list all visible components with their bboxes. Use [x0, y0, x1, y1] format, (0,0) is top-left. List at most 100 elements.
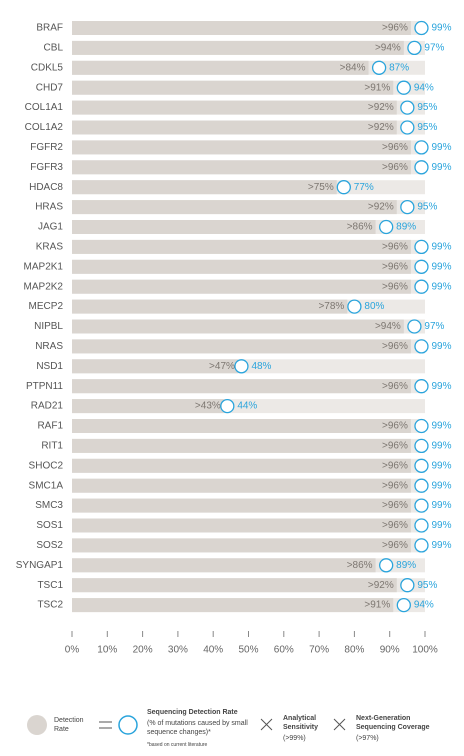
value-label: >96% — [382, 162, 408, 173]
bar — [72, 120, 397, 135]
sequencing-marker — [414, 259, 429, 274]
category-label: NRAS — [35, 341, 63, 352]
value-label: >43% — [195, 401, 221, 412]
category-label: RAF1 — [37, 421, 63, 432]
category-label: SYNGAP1 — [16, 560, 64, 571]
value-label: 97% — [424, 321, 444, 332]
category-label: HRAS — [35, 202, 63, 213]
sequencing-marker — [336, 180, 351, 195]
category-label: NSD1 — [36, 361, 63, 372]
legend-detection: Detection Rate — [54, 717, 84, 733]
sequencing-marker — [414, 478, 429, 493]
legend-ngs: Next-Generation Sequencing Coverage — [356, 715, 430, 731]
value-label: >78% — [318, 301, 344, 312]
category-label: COL1A2 — [25, 122, 64, 133]
bar — [72, 379, 411, 394]
value-label: >96% — [382, 520, 408, 531]
value-label: >96% — [382, 460, 408, 471]
category-label: CDKL5 — [31, 62, 64, 73]
bar — [72, 458, 411, 473]
value-label: 99% — [431, 142, 451, 153]
sequencing-marker — [400, 199, 415, 215]
bar — [72, 598, 394, 613]
value-label: >86% — [347, 560, 373, 571]
value-label: 99% — [431, 23, 451, 34]
category-label: RIT1 — [41, 441, 63, 452]
sequencing-marker — [414, 379, 429, 394]
sequencing-marker — [414, 140, 429, 155]
x-tick-label: 100% — [412, 645, 438, 656]
bar — [72, 498, 411, 513]
footnote: *based on current literature — [147, 742, 208, 748]
value-label: 99% — [431, 540, 451, 551]
value-label: 95% — [417, 202, 437, 213]
value-label: >91% — [364, 82, 390, 93]
value-label: 99% — [431, 441, 451, 452]
x-tick-label: 90% — [380, 645, 400, 656]
x-tick-label: 30% — [168, 645, 188, 656]
value-label: 99% — [431, 261, 451, 272]
value-label: >94% — [375, 321, 401, 332]
bar — [72, 299, 348, 314]
value-label: 99% — [431, 421, 451, 432]
sequencing-marker — [379, 219, 394, 235]
category-label: RAD21 — [31, 401, 64, 412]
bar — [72, 60, 369, 75]
legend-sequencing-swatch — [118, 715, 138, 735]
sequencing-marker — [414, 418, 429, 434]
value-label: 95% — [417, 580, 437, 591]
sequencing-marker — [379, 558, 394, 573]
value-label: >96% — [382, 341, 408, 352]
sequencing-marker — [396, 80, 411, 95]
category-label: TSC2 — [37, 600, 63, 611]
bar — [72, 40, 404, 55]
category-label: SMC1A — [29, 480, 64, 491]
sequencing-marker — [414, 538, 429, 553]
x-tick-label: 50% — [238, 645, 258, 656]
value-label: >47% — [209, 361, 235, 372]
value-label: 99% — [431, 520, 451, 531]
sequencing-marker — [414, 279, 429, 294]
category-label: KRAS — [36, 242, 64, 253]
bar — [72, 180, 337, 195]
legend-sequencing-note: (% of mutations caused by small sequence… — [147, 720, 248, 736]
value-label: 97% — [424, 43, 444, 54]
bar — [72, 419, 411, 433]
value-label: >92% — [368, 102, 394, 113]
x-tick-label: 80% — [344, 645, 364, 656]
value-label: >96% — [382, 381, 408, 392]
value-label: >96% — [382, 242, 408, 253]
bar — [72, 478, 411, 493]
bar — [72, 319, 404, 334]
category-label: TSC1 — [37, 580, 63, 591]
value-label: 80% — [364, 301, 384, 312]
category-label: MAP2K1 — [24, 261, 64, 272]
value-label: 48% — [251, 361, 271, 372]
bar — [72, 359, 238, 374]
value-label: 94% — [414, 600, 434, 611]
value-label: 87% — [389, 62, 409, 73]
category-label: FGFR3 — [30, 162, 63, 173]
bar — [72, 200, 397, 215]
value-label: >96% — [382, 500, 408, 511]
bar — [72, 100, 397, 115]
sequencing-marker — [396, 597, 411, 613]
value-label: 99% — [431, 281, 451, 292]
bar — [72, 279, 411, 294]
value-label: 89% — [396, 222, 416, 233]
value-label: >75% — [308, 182, 334, 193]
sequencing-marker — [414, 518, 429, 533]
times-sign — [260, 718, 273, 731]
bar — [72, 518, 411, 533]
sequencing-marker — [400, 100, 415, 115]
category-label: SMC3 — [35, 500, 63, 511]
category-label: BRAF — [36, 23, 63, 34]
x-tick-label: 20% — [133, 645, 153, 656]
bar — [72, 558, 376, 573]
category-label: COL1A1 — [25, 102, 64, 113]
value-label: >96% — [382, 540, 408, 551]
value-label: 99% — [431, 460, 451, 471]
value-label: >84% — [340, 62, 366, 73]
